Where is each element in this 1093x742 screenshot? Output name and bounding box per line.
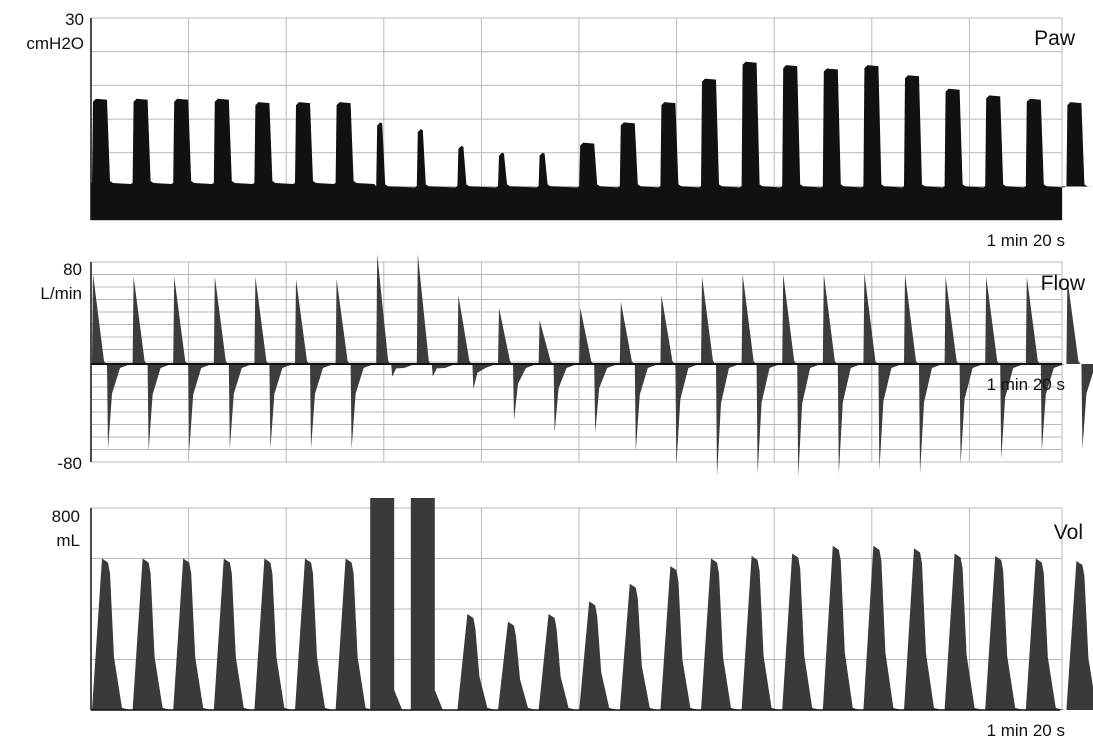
paw-y-tick-max: 30	[65, 10, 84, 29]
vol-time-label: 1 min 20 s	[987, 721, 1065, 740]
vol-y-tick-max: 800	[52, 507, 80, 526]
paw-title: Paw	[1034, 27, 1076, 50]
vol-panel: 800 mL Vol 1 min 20 s	[52, 498, 1093, 740]
flow-panel: 80 L/min -80 Flow 1 min 20 s	[40, 254, 1093, 477]
flow-time-label: 1 min 20 s	[987, 375, 1065, 394]
paw-waveform	[91, 61, 1093, 220]
flow-title: Flow	[1041, 272, 1086, 295]
paw-panel: 30 cmH2O Paw 1 min 20 s	[26, 10, 1093, 250]
flow-waveform	[91, 254, 1093, 477]
flow-grid	[90, 261, 1063, 463]
vol-title: Vol	[1054, 521, 1083, 544]
paw-time-label: 1 min 20 s	[987, 231, 1065, 250]
flow-y-tick-max: 80	[63, 260, 82, 279]
flow-y-tick-min: -80	[57, 454, 82, 473]
vol-waveform	[91, 498, 1093, 710]
flow-unit-label: L/min	[40, 284, 82, 303]
vol-unit-label: mL	[56, 531, 80, 550]
paw-unit-label: cmH2O	[26, 34, 84, 53]
